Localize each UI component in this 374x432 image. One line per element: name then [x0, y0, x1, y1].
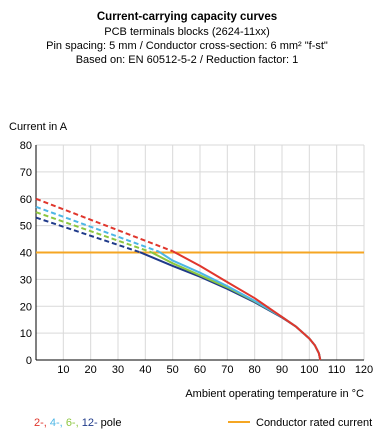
x-tick-label: 120 — [355, 364, 373, 376]
x-tick-label: 40 — [139, 364, 151, 376]
x-axis-label: Ambient operating temperature in °C — [185, 388, 364, 400]
x-tick-label: 100 — [300, 364, 318, 376]
series-2-dashed — [36, 199, 173, 251]
x-tick-label: 80 — [249, 364, 261, 376]
rated-current-swatch — [228, 421, 250, 423]
legend-pole-suffix: pole — [98, 417, 122, 429]
y-tick-label: 60 — [20, 194, 32, 206]
series-6-dashed — [36, 212, 151, 252]
y-tick-label: 80 — [20, 140, 32, 152]
legend-pole-4: 4-, — [50, 417, 66, 429]
y-tick-label: 30 — [20, 274, 32, 286]
rated-current-label: Conductor rated current — [256, 417, 372, 429]
y-tick-label: 50 — [20, 221, 32, 233]
legend-pole-12: 12- — [82, 417, 98, 429]
x-tick-label: 30 — [112, 364, 124, 376]
series-4-dashed — [36, 207, 159, 252]
y-tick-label: 0 — [26, 355, 32, 367]
x-tick-label: 110 — [328, 364, 346, 376]
y-tick-label: 40 — [20, 248, 32, 260]
series-2-solid — [173, 251, 321, 360]
series-12-dashed — [36, 218, 140, 253]
y-axis-label: Current in A — [9, 121, 68, 133]
legend-pole-6: 6-, — [66, 417, 82, 429]
y-tick-label: 10 — [20, 328, 32, 340]
tick-labels: 0 10 20 30 40 50 60 70 80 10 20 30 40 50 60 70 80 90 100 11… — [20, 140, 373, 376]
y-tick-label: 20 — [20, 301, 32, 313]
x-tick-label: 60 — [194, 364, 206, 376]
pole-legend: 2-, 4-, 6-, 12- pole — [34, 416, 121, 430]
x-tick-label: 90 — [276, 364, 288, 376]
x-tick-label: 70 — [221, 364, 233, 376]
x-tick-label: 20 — [85, 364, 97, 376]
x-tick-label: 50 — [167, 364, 179, 376]
x-tick-label: 10 — [57, 364, 69, 376]
rated-current-legend: Conductor rated current — [228, 416, 372, 430]
legend-pole-2: 2-, — [34, 417, 50, 429]
y-tick-label: 70 — [20, 167, 32, 179]
current-capacity-chart: Current in A Ambient operating temperatu… — [0, 0, 374, 410]
